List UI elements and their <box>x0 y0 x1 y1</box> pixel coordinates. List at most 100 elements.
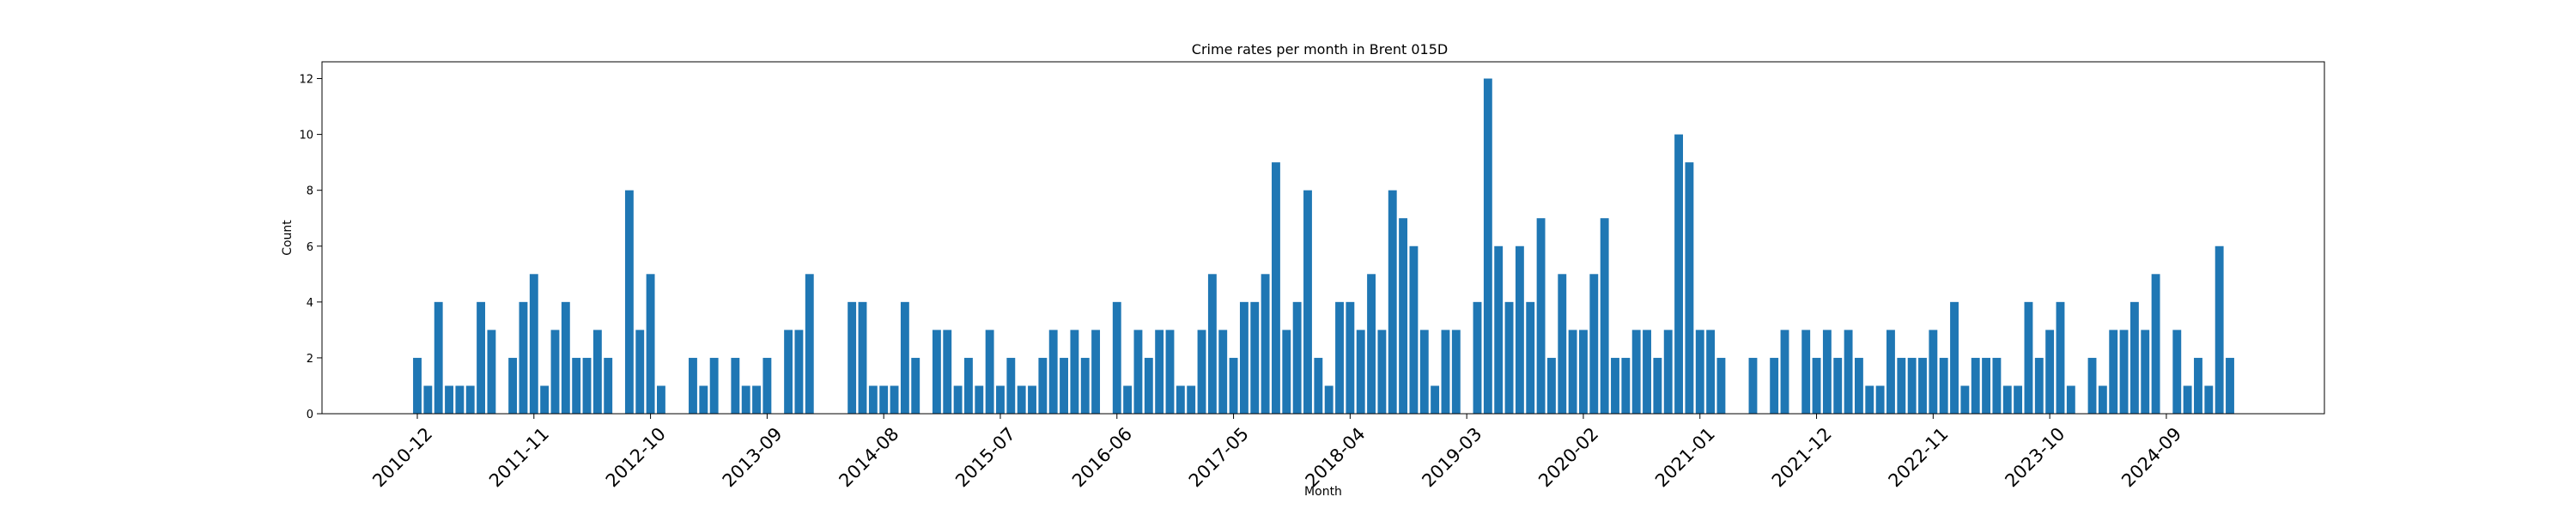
bar-2024-05 <box>2119 330 2129 414</box>
bar-2019-05 <box>1483 78 1492 415</box>
y-tick-label: 0 <box>307 409 313 421</box>
bar-2011-01 <box>423 385 433 414</box>
bar-2013-02 <box>689 357 697 414</box>
bar-2015-11 <box>1038 357 1048 414</box>
bar-2020-09 <box>1653 357 1662 414</box>
bar-2018-11 <box>1419 330 1429 414</box>
y-tick-label: 10 <box>299 130 313 142</box>
bar-2017-02 <box>1197 330 1206 414</box>
bar-2021-12 <box>1812 357 1821 414</box>
bar-2020-08 <box>1643 330 1651 414</box>
bar-2023-01 <box>1950 301 1959 414</box>
x-axis-label: Month <box>1304 485 1342 499</box>
bar-2011-05 <box>465 385 475 414</box>
bar-2020-04 <box>1600 218 1609 414</box>
bar-2012-04 <box>582 357 592 414</box>
bar-2013-06 <box>731 357 740 414</box>
bar-2014-11 <box>911 357 920 414</box>
bar-2022-06 <box>1875 385 1885 414</box>
bar-2025-03 <box>2226 357 2234 414</box>
bar-2011-09 <box>508 357 518 414</box>
bar-2016-02 <box>1070 330 1079 414</box>
bar-2013-03 <box>699 385 708 414</box>
bar-2024-11 <box>2183 385 2192 414</box>
bar-2018-08 <box>1388 190 1397 414</box>
bar-2023-06 <box>2002 385 2012 414</box>
bar-2011-06 <box>477 301 486 414</box>
bar-2015-05 <box>975 385 984 414</box>
bar-2024-03 <box>2098 385 2107 414</box>
bar-2019-07 <box>1504 301 1514 414</box>
bar-2022-04 <box>1854 357 1863 414</box>
bar-2018-10 <box>1409 245 1419 414</box>
bar-2013-12 <box>794 330 804 414</box>
bar-2017-06 <box>1239 301 1249 414</box>
bar-2016-10 <box>1155 330 1164 414</box>
bar-2020-02 <box>1579 330 1588 414</box>
bar-2023-07 <box>2014 385 2023 414</box>
bar-2018-05 <box>1356 330 1365 414</box>
bar-2013-09 <box>762 357 772 414</box>
bar-2012-09 <box>635 330 645 414</box>
bar-2017-12 <box>1303 190 1312 414</box>
bar-2012-01 <box>550 330 560 414</box>
bar-2013-07 <box>741 385 750 414</box>
bar-2025-01 <box>2204 385 2214 414</box>
bar-2018-06 <box>1367 274 1376 414</box>
bar-2015-09 <box>1017 385 1026 414</box>
bar-2024-04 <box>2109 330 2118 414</box>
bar-2017-04 <box>1218 330 1228 414</box>
bar-2018-12 <box>1431 385 1440 414</box>
bar-2020-05 <box>1611 357 1619 414</box>
bar-2015-07 <box>996 385 1005 414</box>
bar-2015-02 <box>943 330 952 414</box>
bar-2011-03 <box>445 385 453 414</box>
bar-2019-01 <box>1441 330 1450 414</box>
bar-2023-12 <box>2066 385 2075 414</box>
bars-group <box>413 78 2234 415</box>
bar-2022-11 <box>1929 330 1938 414</box>
bar-2018-02 <box>1324 385 1334 414</box>
bar-2015-04 <box>964 357 973 414</box>
bar-2023-02 <box>1960 385 1970 414</box>
bar-2021-06 <box>1748 357 1758 414</box>
bar-2014-07 <box>868 385 878 414</box>
bar-2023-11 <box>2056 301 2065 414</box>
bar-2021-09 <box>1780 330 1789 414</box>
bar-2011-04 <box>455 385 465 414</box>
axes-frame <box>321 61 2325 415</box>
bar-2018-03 <box>1335 301 1344 414</box>
bar-2015-03 <box>953 385 963 414</box>
bar-2017-09 <box>1272 162 1280 414</box>
bar-2020-11 <box>1674 134 1683 414</box>
bar-2018-04 <box>1346 301 1355 414</box>
bar-2022-07 <box>1886 330 1895 414</box>
bar-2012-03 <box>572 357 581 414</box>
bar-2014-06 <box>858 301 867 414</box>
bar-2023-09 <box>2034 357 2044 414</box>
bar-2016-06 <box>1112 301 1121 414</box>
bar-2023-08 <box>2024 301 2033 414</box>
bar-2013-11 <box>784 330 793 414</box>
bar-2015-06 <box>985 330 994 414</box>
bar-2014-10 <box>900 301 909 414</box>
bar-2022-08 <box>1897 357 1906 414</box>
bar-2011-07 <box>487 330 496 414</box>
bar-2016-08 <box>1133 330 1143 414</box>
bar-2021-11 <box>1801 330 1811 414</box>
bar-2019-04 <box>1473 301 1482 414</box>
bar-2011-02 <box>434 301 443 414</box>
bar-2011-11 <box>529 274 538 414</box>
bar-2016-01 <box>1060 357 1068 414</box>
bar-2023-05 <box>1992 357 2002 414</box>
bar-2022-12 <box>1939 357 1948 414</box>
bar-2022-09 <box>1907 357 1917 414</box>
bar-2022-10 <box>1918 357 1927 414</box>
bar-2020-07 <box>1631 330 1641 414</box>
bar-2020-01 <box>1568 330 1577 414</box>
bar-2018-01 <box>1314 357 1323 414</box>
bar-2015-01 <box>932 330 941 414</box>
bar-2017-01 <box>1187 385 1196 414</box>
bar-2011-12 <box>540 385 550 414</box>
bar-2015-12 <box>1048 330 1058 414</box>
